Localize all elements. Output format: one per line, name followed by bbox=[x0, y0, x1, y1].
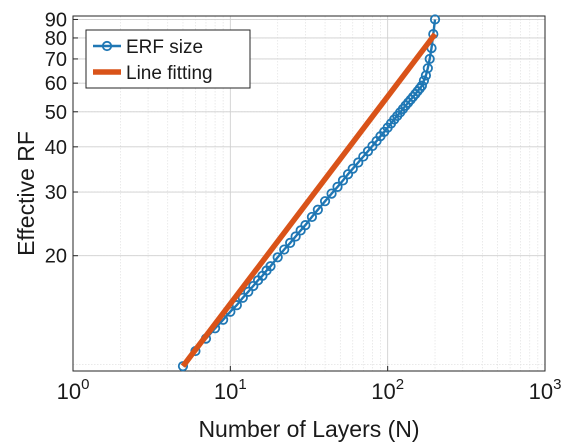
data-point bbox=[265, 261, 276, 272]
data-point bbox=[290, 231, 301, 242]
x-tick-exponent: 3 bbox=[553, 376, 561, 393]
x-tick-label: 101 bbox=[214, 376, 247, 404]
x-tick-exponent: 0 bbox=[81, 376, 89, 393]
data-point bbox=[300, 220, 311, 231]
data-point bbox=[279, 244, 290, 255]
data-point bbox=[332, 181, 343, 192]
y-tick-label: 50 bbox=[45, 102, 67, 124]
series-layer bbox=[177, 14, 441, 372]
y-tick-label: 90 bbox=[45, 9, 67, 31]
legend-label: ERF size bbox=[126, 37, 203, 58]
legend-item: ERF size bbox=[93, 37, 203, 58]
y-tick-label: 70 bbox=[45, 49, 67, 71]
y-tick-label: 40 bbox=[45, 137, 67, 159]
series-line-fit bbox=[180, 32, 438, 368]
x-tick-base: 10 bbox=[529, 379, 553, 404]
legend-items: ERF size Line fitting bbox=[93, 37, 213, 84]
plot-frame bbox=[72, 15, 546, 372]
data-point bbox=[347, 163, 358, 174]
x-tick-exponent: 2 bbox=[396, 376, 404, 393]
y-tick-label: 30 bbox=[45, 182, 67, 204]
data-point bbox=[312, 204, 323, 215]
x-tick-base: 10 bbox=[57, 379, 81, 404]
data-point bbox=[414, 83, 425, 94]
data-point bbox=[272, 252, 283, 263]
data-point bbox=[422, 63, 433, 74]
y-axis-label: Effective RF bbox=[13, 131, 39, 256]
data-point bbox=[416, 80, 427, 91]
x-tick-label: 102 bbox=[371, 376, 404, 404]
data-point bbox=[326, 188, 337, 199]
legend-item: Line fitting bbox=[93, 63, 213, 84]
data-point bbox=[418, 75, 430, 86]
data-point bbox=[337, 175, 349, 186]
legend: ERF size Line fitting bbox=[85, 29, 251, 89]
y-tick-label: 60 bbox=[45, 73, 67, 95]
x-tick-label: 103 bbox=[529, 376, 562, 404]
x-tick-base: 10 bbox=[371, 379, 395, 404]
x-axis-label: Number of Layers (N) bbox=[198, 416, 419, 442]
data-point bbox=[319, 196, 331, 207]
legend-swatch-marker bbox=[101, 40, 113, 52]
data-point bbox=[400, 100, 411, 111]
y-tick-label: 80 bbox=[45, 28, 67, 50]
data-point bbox=[243, 286, 254, 297]
data-point bbox=[429, 14, 441, 25]
data-point bbox=[306, 211, 318, 223]
x-tick-label: 100 bbox=[57, 376, 90, 404]
legend-box bbox=[85, 29, 251, 89]
x-tick-base: 10 bbox=[214, 379, 238, 404]
data-point bbox=[237, 292, 248, 303]
legend-label: Line fitting bbox=[126, 63, 213, 84]
data-point bbox=[285, 237, 296, 248]
x-tick-exponent: 1 bbox=[238, 376, 246, 393]
y-tick-label: 20 bbox=[45, 246, 67, 268]
data-point bbox=[424, 53, 435, 65]
data-point bbox=[403, 97, 414, 108]
data-point bbox=[353, 157, 364, 168]
